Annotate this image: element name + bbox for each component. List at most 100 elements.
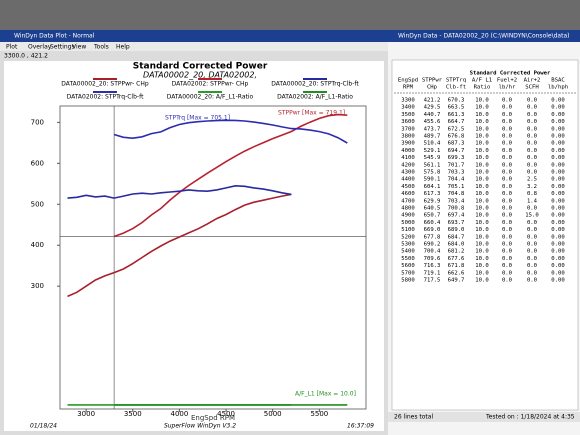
series-line — [67, 184, 292, 199]
table-cell: 0.00 — [551, 119, 564, 125]
table-cell: 0.00 — [551, 278, 564, 284]
table-cell: 5800 — [401, 278, 414, 284]
table-cell: 4400 — [401, 177, 414, 183]
table-cell: 689.0 — [448, 227, 465, 233]
table-cell: 0.0 — [502, 213, 512, 219]
table-cell: 455.6 — [424, 119, 441, 125]
table-cell: 10.0 — [475, 249, 488, 255]
table-cell: 0.00 — [551, 177, 564, 183]
column-header: STPPwr — [422, 78, 443, 84]
status-right: Tested on : 1/18/2024 at 4:35 — [485, 414, 575, 421]
column-header: A/F L1 — [472, 78, 492, 84]
y-tick-label: 600 — [31, 159, 44, 167]
table-cell: 640.5 — [424, 206, 441, 212]
table-cell: 10.0 — [475, 141, 488, 147]
table-cell: 0.0 — [502, 270, 512, 276]
legend-label: DATA02002: STPPwr- CHp — [172, 81, 249, 88]
window-title: WinDyn Data Plot - Normal — [14, 33, 95, 40]
table-cell: 0.00 — [551, 256, 564, 262]
table-cell: 690.2 — [424, 242, 441, 248]
table-cell: 0.0 — [527, 98, 537, 104]
table-cell: 629.9 — [424, 198, 441, 204]
table-cell: 10.0 — [475, 278, 488, 284]
table-cell: 0.0 — [527, 134, 537, 140]
table-cell: 429.5 — [424, 105, 441, 111]
table-cell: 705.1 — [448, 184, 465, 190]
legend-label: DATA02002: STPTrq-Clb-ft — [67, 94, 145, 101]
annotation: STPTrq [Max = 705.1] — [165, 115, 230, 122]
table-cell: 10.0 — [475, 105, 488, 111]
x-tick-label: 3500 — [124, 410, 142, 418]
table-cell: 0.00 — [551, 198, 564, 204]
table-cell: 0.00 — [551, 227, 564, 233]
table-cell: 0.0 — [502, 105, 512, 111]
table-cell: 3900 — [401, 141, 414, 147]
table-area — [391, 59, 579, 411]
table-cell: 10.0 — [475, 98, 488, 104]
table-cell: 3400 — [401, 105, 414, 111]
table-cell: 0.00 — [551, 126, 564, 132]
table-cell: 676.8 — [448, 134, 465, 140]
table-cell: 2.5 — [527, 177, 537, 183]
footer-time: 16:37:09 — [347, 423, 374, 430]
column-header: RPM — [403, 85, 414, 91]
table-cell: 604.1 — [424, 184, 441, 190]
table-cell: 4500 — [401, 184, 414, 190]
table-cell: 0.0 — [502, 119, 512, 125]
table-cell: 669.0 — [424, 227, 441, 233]
table-cell: 684.0 — [448, 242, 465, 248]
table-cell: 3500 — [401, 112, 414, 118]
table-cell: 10.0 — [475, 213, 488, 219]
x-tick-label: 3000 — [77, 410, 95, 418]
table-cell: 4300 — [401, 170, 414, 176]
table-cell: 0.0 — [527, 119, 537, 125]
table-cell: 10.0 — [475, 148, 488, 154]
y-tick-label: 400 — [31, 241, 44, 249]
table-cell: 0.00 — [551, 213, 564, 219]
series-line — [113, 119, 348, 144]
table-cell: 704.8 — [448, 191, 465, 197]
table-cell: 699.3 — [448, 155, 465, 161]
table-cell: 649.7 — [448, 278, 465, 284]
series-line — [67, 193, 292, 298]
footer-app: SuperFlow WinDyn V3.2 — [164, 423, 236, 430]
window-title: WinDyn Data - DATA02002_20 (C:\WINDYN\Co… — [398, 33, 569, 40]
column-header: CHp — [427, 85, 438, 91]
table-cell: 660.4 — [424, 220, 441, 226]
table-cell: 545.9 — [424, 155, 441, 161]
table-cell: 697.4 — [448, 213, 465, 219]
column-header: Clb-ft — [446, 85, 466, 91]
table-cell: 0.00 — [551, 141, 564, 147]
table-cell: 3600 — [401, 119, 414, 125]
table-cell: 0.0 — [527, 162, 537, 168]
table-cell: 5500 — [401, 256, 414, 262]
table-cell: 677.6 — [448, 256, 465, 262]
table-cell: 0.00 — [551, 191, 564, 197]
table-cell: 687.3 — [448, 141, 465, 147]
table-cell: 0.0 — [502, 234, 512, 240]
table-cell: 0.00 — [551, 234, 564, 240]
table-cell: 0.0 — [502, 256, 512, 262]
table-cell: 0.0 — [502, 98, 512, 104]
table-cell: 703.4 — [448, 198, 465, 204]
x-axis-label: EngSpd RPM — [191, 414, 235, 422]
column-header: Ratio — [474, 85, 491, 91]
table-cell: 0.00 — [551, 249, 564, 255]
legend-label: DATA02002: A/F_L1-Ratio — [277, 94, 353, 101]
menu-item: Plot — [6, 44, 18, 51]
table-cell: 5600 — [401, 263, 414, 269]
table-cell: 677.8 — [424, 234, 441, 240]
table-cell: 10.0 — [475, 191, 488, 197]
table-cell: 0.0 — [527, 270, 537, 276]
table-cell: 0.0 — [527, 105, 537, 111]
table-cell: 0.00 — [551, 134, 564, 140]
table-cell: 473.7 — [424, 126, 441, 132]
table-cell: 0.00 — [551, 148, 564, 154]
y-tick-label: 500 — [31, 200, 44, 208]
table-cell: 717.5 — [424, 278, 441, 284]
table-cell: 0.0 — [502, 242, 512, 248]
menu-bar — [0, 42, 388, 51]
table-cell: 709.6 — [424, 256, 441, 262]
table-cell: 10.0 — [475, 184, 488, 190]
table-cell: 0.0 — [502, 148, 512, 154]
